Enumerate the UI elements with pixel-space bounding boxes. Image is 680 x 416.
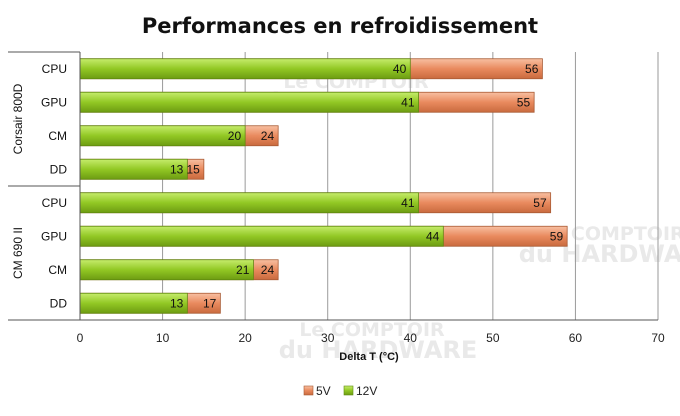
x-tick-label: 20 xyxy=(238,331,252,345)
bar-12v xyxy=(79,125,246,147)
data-label-12v: 40 xyxy=(393,62,407,76)
x-tick-label: 0 xyxy=(77,331,84,345)
data-label-12v: 13 xyxy=(170,296,184,310)
bar-12v xyxy=(79,259,254,281)
x-tick-label: 30 xyxy=(321,331,335,345)
x-tick-label: 40 xyxy=(404,331,418,345)
x-tick-label: 50 xyxy=(486,331,500,345)
category-label: GPU xyxy=(41,95,67,109)
axes: CPU GPU CM DD Corsair 800D CPU GPU CM DD CM 690 I… xyxy=(8,51,658,321)
category-label: CPU xyxy=(42,196,67,210)
data-label-5v: 17 xyxy=(203,296,217,310)
watermark-line-1: Le COMPTOIR xyxy=(299,319,445,341)
legend-label-12v: 12V xyxy=(356,384,377,398)
category-label: DD xyxy=(50,162,68,176)
bar-12v xyxy=(79,58,411,80)
data-label-5v: 15 xyxy=(186,162,200,176)
legend-label-5v: 5V xyxy=(316,384,331,398)
category-label: CPU xyxy=(42,62,67,76)
bar-12v xyxy=(79,225,444,247)
data-label-12v: 13 xyxy=(170,162,184,176)
data-label-5v: 24 xyxy=(261,129,275,143)
watermark-line-1: Le COMPTOIR xyxy=(539,223,680,245)
chart-title: Performances en refroidissement xyxy=(142,14,538,38)
x-tick-label: 60 xyxy=(569,331,583,345)
data-label-5v: 57 xyxy=(533,196,547,210)
data-label-12v: 20 xyxy=(228,129,242,143)
legend-swatch-12v xyxy=(343,385,354,396)
category-label: DD xyxy=(50,296,68,310)
data-label-5v: 56 xyxy=(525,62,539,76)
category-label: GPU xyxy=(41,229,67,243)
data-label-5v: 55 xyxy=(517,95,531,109)
group-label: Corsair 800D xyxy=(11,83,25,154)
data-label-12v: 41 xyxy=(401,196,415,210)
data-label-5v: 59 xyxy=(550,229,564,243)
group-label: CM 690 II xyxy=(11,227,25,279)
bar-12v xyxy=(79,91,419,113)
watermark-line-2: du HARDWARE xyxy=(279,336,478,364)
data-label-5v: 24 xyxy=(261,263,275,277)
data-label-12v: 41 xyxy=(401,95,415,109)
legend-swatch-5v xyxy=(303,385,314,396)
x-tick-label: 10 xyxy=(156,331,170,345)
category-label: CM xyxy=(48,263,67,277)
bar-12v xyxy=(79,192,419,214)
x-axis-label: Delta T (°C) xyxy=(339,351,399,363)
x-tick-label: 70 xyxy=(651,331,665,345)
data-label-12v: 44 xyxy=(426,229,440,243)
data-label-12v: 21 xyxy=(236,263,250,277)
gridlines: 0 10 20 30 40 50 60 70 xyxy=(77,52,665,345)
legend: 5V 12V xyxy=(303,384,377,398)
category-label: CM xyxy=(48,129,67,143)
